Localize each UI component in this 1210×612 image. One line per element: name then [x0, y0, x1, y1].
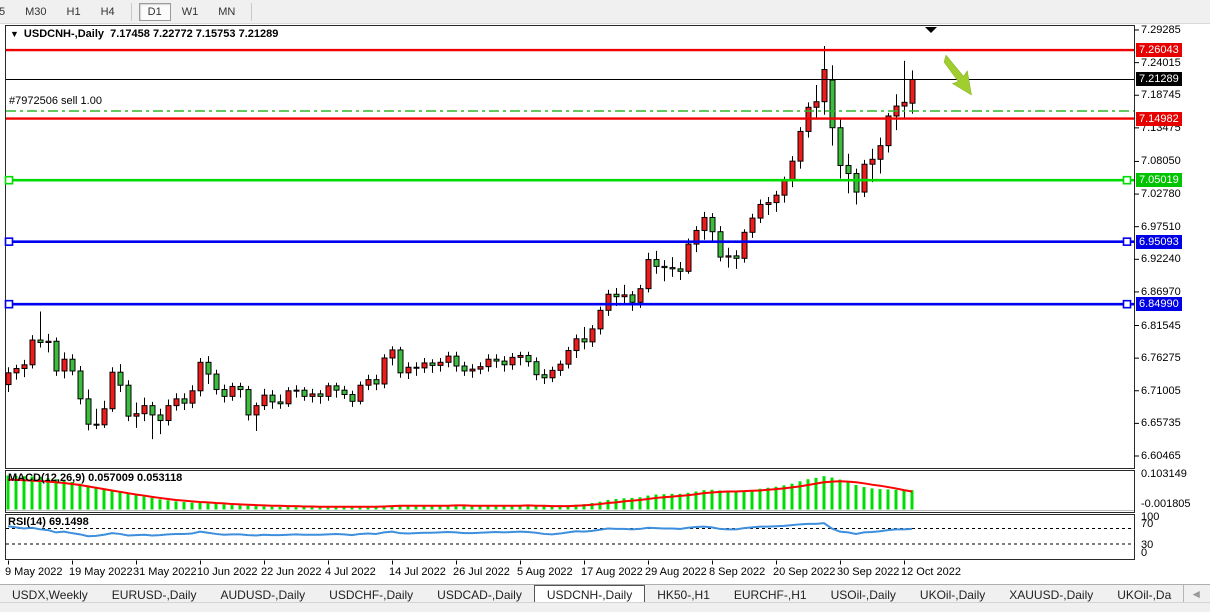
price-badge: 7.14982 [1136, 111, 1182, 126]
rsi-scale-label: 30 [1141, 539, 1154, 551]
hline-handle[interactable] [4, 299, 14, 309]
open-order-label[interactable]: #7972506 sell 1.00 [9, 95, 102, 107]
chart-tab-usdcnh-daily[interactable]: USDCNH-,Daily [533, 585, 646, 603]
timeframe-button-5[interactable]: 5 [0, 5, 6, 18]
price-tick-label: 7.29285 [1141, 24, 1181, 36]
toolbar-separator [251, 2, 253, 21]
timeframe-button-mn[interactable]: MN [218, 5, 236, 18]
date-label: 9 May 2022 [5, 566, 63, 578]
chart-tab-ukoil-daily[interactable]: UKOil-,Daily [919, 587, 986, 602]
price-tick-label: 6.71005 [1141, 384, 1181, 397]
hline-handle[interactable] [4, 175, 14, 185]
price-tick-label: 6.97510 [1141, 220, 1181, 233]
rsi-line [7, 522, 913, 538]
hline-handle[interactable] [1122, 237, 1132, 246]
date-label: 14 Jul 2022 [389, 566, 446, 578]
chart-tab-eurchf-h1[interactable]: EURCHF-,H1 [733, 587, 807, 602]
timeframe-button-h1[interactable]: H1 [66, 5, 81, 18]
price-tick-label: 7.02780 [1141, 188, 1181, 201]
chart-tab-usdcad-daily[interactable]: USDCAD-,Daily [437, 587, 522, 602]
hline-handle[interactable] [1122, 175, 1132, 185]
chart-tab-hk50-h1[interactable]: HK50-,H1 [657, 587, 710, 602]
timeframe-button-h4[interactable]: H4 [100, 5, 115, 18]
chart-tab-usdchf-daily[interactable]: USDCHF-,Daily [329, 587, 414, 602]
price-tick-label: 6.81545 [1141, 319, 1181, 332]
price-badge: 7.21289 [1136, 72, 1182, 87]
macd-indicator-label: MACD(12,26,9) 0.057009 0.053118 [8, 472, 183, 484]
chart-tab-ukoil-da[interactable]: UKOil-,Da [1117, 587, 1172, 602]
rsi-scale-label: 70 [1141, 518, 1154, 530]
macd-signal-line [7, 478, 913, 508]
date-label: 20 Sep 2022 [773, 566, 836, 578]
price-tick-label: 6.65735 [1141, 417, 1181, 430]
tab-scroll-controls: ◄► [1183, 585, 1210, 603]
macd-scale-label: -0.001805 [1141, 497, 1191, 510]
price-tick-label: 7.08050 [1141, 155, 1181, 168]
price-tick-label: 6.60465 [1141, 449, 1181, 462]
timeframe-button-m30[interactable]: M30 [25, 5, 47, 18]
chart-dropdown-icon[interactable]: ▼ [10, 29, 19, 39]
rsi-scale-label: 0 [1141, 547, 1148, 559]
price-tick-label: 7.18745 [1141, 89, 1181, 102]
toolbar-separator [130, 2, 132, 21]
date-label: 4 Jul 2022 [325, 566, 376, 578]
chart-shift-marker-icon[interactable] [925, 27, 937, 33]
price-badge: 7.05019 [1136, 173, 1182, 188]
rsi-value: 69.1498 [48, 516, 89, 528]
date-label: 5 Aug 2022 [517, 566, 573, 578]
macd-scale-label: 0.103149 [1141, 468, 1187, 481]
date-label: 8 Sep 2022 [709, 566, 766, 578]
date-label: 22 Jun 2022 [261, 566, 322, 578]
chart-tab-eurusd-daily[interactable]: EURUSD-,Daily [111, 587, 197, 602]
chart-canvas[interactable] [0, 24, 1210, 583]
price-tick-label: 6.92240 [1141, 253, 1181, 266]
timeframe-button-d1[interactable]: D1 [138, 2, 171, 21]
chart-tab-xauusd-daily[interactable]: XAUUSD-,Daily [1009, 587, 1094, 602]
price-badge: 6.84990 [1136, 297, 1182, 312]
status-strip [0, 602, 1210, 612]
price-tick-label: 7.24015 [1141, 56, 1181, 69]
rsi-indicator-label: RSI(14) 69.1498 [8, 516, 89, 528]
chart-title: ▼ USDCNH-,Daily 7.17458 7.22772 7.15753 7… [10, 28, 278, 40]
price-badge: 7.26043 [1136, 43, 1182, 58]
candlestick-series [5, 46, 916, 440]
price-badge: 6.95093 [1136, 234, 1182, 249]
chart-tab-usdx-weekly[interactable]: USDX,Weekly [12, 587, 88, 602]
price-tick-label: 6.86970 [1141, 285, 1181, 298]
chart-symbol-label: USDCNH-,Daily [23, 28, 104, 40]
chart-window: ▼ USDCNH-,Daily 7.17458 7.22772 7.15753 7… [0, 24, 1210, 583]
hline-handle[interactable] [4, 237, 14, 246]
chart-ohlc-values: 7.17458 7.22772 7.15753 7.21289 [110, 28, 279, 40]
timeframe-toolbar: 5 M30 H1 H4 D1 W1 MN [0, 0, 1210, 24]
date-label: 26 Jul 2022 [453, 566, 510, 578]
date-label: 19 May 2022 [69, 566, 133, 578]
date-label: 17 Aug 2022 [581, 566, 643, 578]
date-label: 29 Aug 2022 [645, 566, 707, 578]
date-label: 12 Oct 2022 [901, 566, 961, 578]
date-label: 31 May 2022 [133, 566, 197, 578]
price-tick-label: 6.76275 [1141, 352, 1181, 365]
down-arrow-annotation-icon[interactable] [939, 50, 978, 100]
hline-handle[interactable] [1122, 299, 1132, 309]
date-label: 30 Sep 2022 [837, 566, 900, 578]
rsi-scale-label: 100 [1141, 511, 1160, 523]
date-label: 10 Jun 2022 [197, 566, 258, 578]
chart-tab-audusd-daily[interactable]: AUDUSD-,Daily [220, 587, 306, 602]
macd-histogram [6, 475, 914, 510]
macd-values: 0.057009 0.053118 [88, 472, 183, 484]
timeframe-button-w1[interactable]: W1 [181, 5, 199, 18]
tab-scroll-left-icon[interactable]: ◄ [1190, 587, 1203, 601]
chart-tab-usoil-daily[interactable]: USOil-,Daily [830, 587, 896, 602]
rsi-pane[interactable] [5, 514, 1135, 560]
chart-tab-bar: USDX,Weekly EURUSD-,Daily AUDUSD-,Daily USD… [0, 584, 1210, 603]
